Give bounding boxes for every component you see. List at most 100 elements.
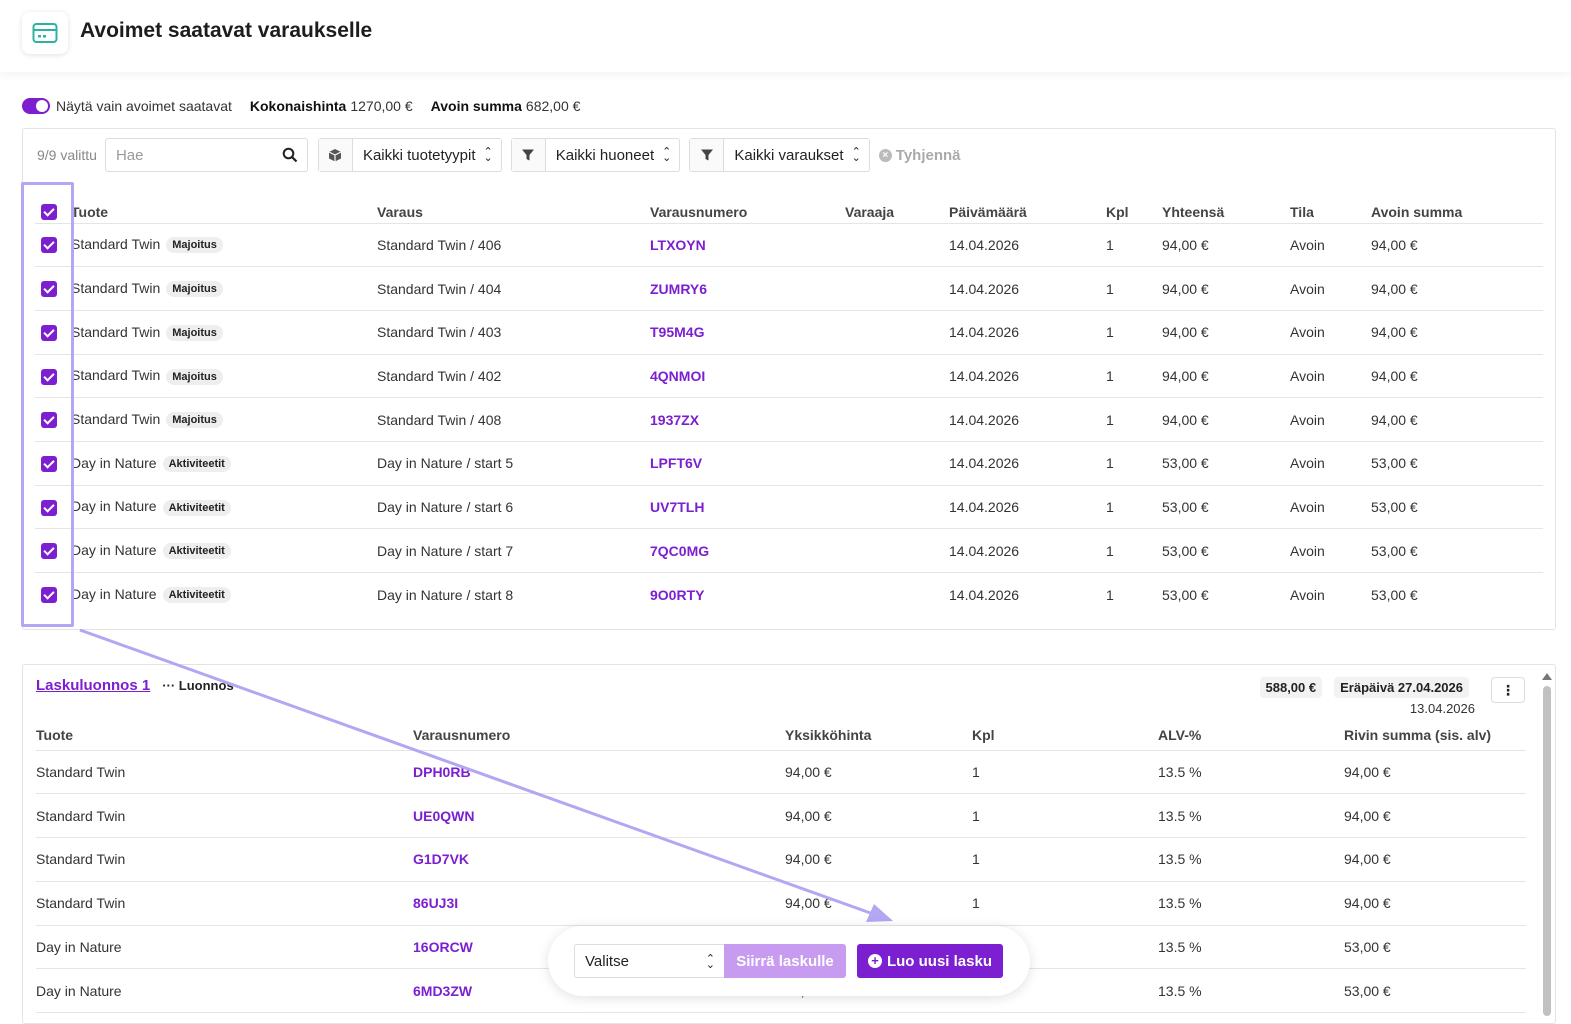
status-cell: Avoin [1290, 397, 1371, 442]
row-checkbox[interactable] [41, 455, 57, 472]
reservation-number-link[interactable]: 7QC0MG [650, 542, 710, 559]
more-options-icon[interactable]: ⋮ [1491, 677, 1525, 703]
search-placeholder: Hae [115, 147, 144, 164]
row-checkbox[interactable] [41, 324, 57, 341]
date-cell: 14.04.2026 [949, 441, 1106, 486]
reservation-cell: Day in Nature / start 7 [377, 528, 650, 573]
page-header: Avoimet saatavat varaukselle [0, 0, 1571, 72]
row-checkbox[interactable] [41, 499, 57, 516]
reservation-cell: Day in Nature / start 8 [377, 586, 514, 603]
table-row: Standard Twin UE0QWN 94,00 €1 13.5 % 94,00 € [36, 793, 1526, 839]
open-amount-cell: 53,00 € [1371, 441, 1543, 486]
vat-cell: 13.5 % [1158, 837, 1344, 882]
reservation-number-link[interactable]: 16ORCW [413, 939, 473, 956]
product-name: Day in Nature [71, 585, 157, 602]
row-sum-cell: 94,00 € [1344, 881, 1526, 926]
credit-card-icon [22, 12, 68, 54]
col-reservation-number: Varausnumero [413, 720, 785, 751]
row-checkbox[interactable] [41, 281, 57, 298]
date-cell: 14.04.2026 [949, 586, 1020, 603]
open-value: 682,00 € [525, 98, 581, 114]
status-cell: Avoin [1290, 441, 1371, 486]
scrollbar-thumb[interactable] [1543, 686, 1551, 1016]
col-total[interactable]: Yhteensä [1162, 193, 1290, 224]
product-type-filter[interactable]: Kaikki tuotetyypit ⌃ ⌄ [317, 138, 502, 172]
table-row: Standard Twin 86UJ3I 94,00 €1 13.5 % 94,00 € [36, 881, 1526, 926]
date-cell: 14.04.2026 [949, 397, 1106, 442]
product-name: Day in Nature [71, 498, 157, 515]
filter-bar: 9/9 valittu Hae Kaikki tuotetyypit ⌃ ⌄ Ka… [37, 138, 961, 172]
reservation-number-link[interactable]: 6MD3ZW [413, 982, 473, 999]
status-cell: Avoin [1290, 586, 1325, 603]
qty-cell: 1 [1106, 310, 1162, 355]
col-open-amount[interactable]: Avoin summa [1371, 193, 1543, 224]
col-reservation[interactable]: Varaus [377, 193, 650, 224]
unit-price-cell: 94,00 € [785, 837, 972, 882]
vat-cell: 13.5 % [1158, 793, 1344, 839]
total-value: 1270,00 € [350, 98, 413, 114]
receivables-panel: 9/9 valittu Hae Kaikki tuotetyypit ⌃ ⌄ Ka… [22, 128, 1556, 630]
create-invoice-button[interactable]: + Luo uusi lasku [857, 944, 1003, 978]
product-cell: Standard Twin [36, 881, 413, 926]
scroll-up-icon[interactable] [1542, 673, 1552, 680]
col-date[interactable]: Päivämäärä [949, 193, 1106, 224]
table-row[interactable]: Day in Nature Aktiviteetit Day in Nature /… [35, 573, 1543, 617]
reservation-filter[interactable]: Kaikki varaukset ⌃ ⌄ [689, 138, 870, 172]
reservation-number-link[interactable]: LTXOYN [650, 236, 706, 253]
action-bar: Valitse ⌃ ⌄ Siirrä laskulle + Luo uusi la… [548, 926, 1030, 996]
total-cell: 53,00 € [1162, 586, 1209, 603]
total-label: Kokonaishinta [249, 98, 347, 114]
reservation-number-link[interactable]: G1D7VK [413, 851, 470, 868]
col-product[interactable]: Tuote [71, 193, 377, 224]
reservation-number-link[interactable]: 1937ZX [650, 411, 700, 428]
status-cell: Avoin [1290, 223, 1371, 268]
table-row[interactable]: Standard Twin Majoitus Standard Twin / 408… [35, 397, 1543, 442]
reservation-number-link[interactable]: 9O0RTY [650, 586, 705, 603]
table-row: Standard Twin G1D7VK 94,00 €1 13.5 % 94,00 € [36, 837, 1526, 882]
row-checkbox[interactable] [41, 368, 57, 385]
table-row[interactable]: Standard Twin Majoitus Standard Twin / 402… [35, 354, 1543, 399]
table-row[interactable]: Day in Nature Aktiviteetit Day in Nature /… [35, 441, 1543, 486]
reservation-number-link[interactable]: LPFT6V [650, 455, 703, 472]
col-reservation-number[interactable]: Varausnumero [650, 193, 845, 224]
select-all-checkbox[interactable] [41, 204, 57, 221]
row-checkbox[interactable] [41, 543, 57, 560]
invoice-select[interactable]: Valitse ⌃ ⌄ [574, 944, 726, 978]
toggle-label: Näytä vain avoimet saatavat [56, 98, 232, 114]
total-cell: 53,00 € [1162, 485, 1290, 530]
reservation-number-link[interactable]: ZUMRY6 [650, 280, 708, 297]
reservation-number-link[interactable]: UE0QWN [413, 807, 475, 824]
row-checkbox[interactable] [41, 237, 57, 254]
booker-cell [845, 310, 949, 355]
search-input[interactable]: Hae [104, 138, 308, 172]
product-type-badge: Majoitus [166, 237, 223, 254]
col-qty[interactable]: Kpl [1106, 193, 1162, 224]
scrollbar[interactable] [1542, 673, 1552, 1018]
col-booker[interactable]: Varaaja [845, 193, 949, 224]
row-checkbox[interactable] [41, 587, 57, 604]
table-row[interactable]: Standard Twin Majoitus Standard Twin / 404… [35, 266, 1543, 311]
reservation-cell: Standard Twin / 404 [377, 266, 650, 311]
search-icon[interactable] [282, 147, 298, 167]
reservation-number-link[interactable]: DPH0RB [413, 763, 471, 780]
table-row[interactable]: Day in Nature Aktiviteetit Day in Nature /… [35, 528, 1543, 573]
reservation-number-link[interactable]: 86UJ3I [413, 895, 459, 912]
reservation-cell: Day in Nature / start 5 [377, 441, 650, 486]
clear-filters-button[interactable]: × Tyhjennä [878, 147, 961, 164]
table-row[interactable]: Day in Nature Aktiviteetit Day in Nature /… [35, 485, 1543, 530]
row-sum-cell: 94,00 € [1344, 837, 1526, 882]
vat-cell: 13.5 % [1158, 881, 1344, 926]
reservation-number-link[interactable]: T95M4G [650, 324, 705, 341]
row-checkbox[interactable] [41, 412, 57, 429]
table-header-row: Tuote Varaus Varausnumero Varaaja Päiväm… [35, 193, 1543, 224]
table-row[interactable]: Standard Twin Majoitus Standard Twin / 403… [35, 310, 1543, 355]
col-status[interactable]: Tila [1290, 193, 1371, 224]
room-filter[interactable]: Kaikki huoneet ⌃ ⌄ [510, 138, 681, 172]
invoice-draft-link[interactable]: Laskuluonnos 1 [36, 677, 151, 694]
table-row[interactable]: Standard Twin Majoitus Standard Twin / 406… [35, 223, 1543, 268]
qty-cell: 1 [1106, 223, 1162, 268]
reservation-number-link[interactable]: UV7TLH [650, 498, 705, 515]
move-to-invoice-button[interactable]: Siirrä laskulle [724, 944, 846, 978]
open-only-toggle[interactable] [22, 98, 50, 114]
reservation-number-link[interactable]: 4QNMOI [650, 367, 706, 384]
